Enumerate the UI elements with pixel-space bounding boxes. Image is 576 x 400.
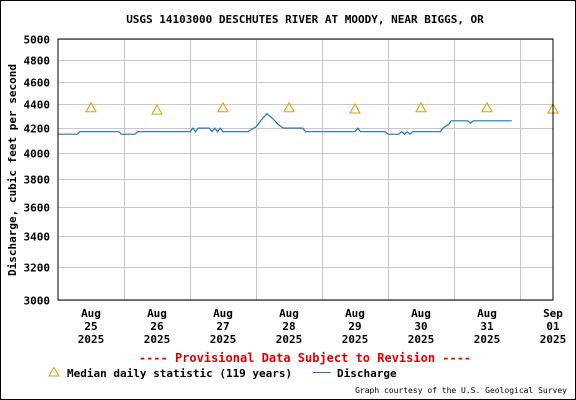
y-tick-label-4600: 4600: [24, 77, 51, 90]
x-tick-month: Aug: [477, 307, 497, 320]
median-statistic-point: [217, 101, 229, 113]
usgs-credit: Graph courtesy of the U.S. Geological Su…: [355, 386, 567, 395]
y-axis-tick-labels: 3000 3200 3400 3600 3800 4000 4200 4400 4600 4800…: [24, 34, 51, 308]
x-tick-day: 27: [216, 320, 229, 333]
series-layer: [58, 101, 559, 136]
median-statistic-point: [283, 101, 295, 113]
x-tick-month: Aug: [147, 307, 167, 320]
median-statistic-point: [349, 102, 361, 114]
median-statistic-point: [481, 101, 493, 113]
legend-median-label: Median daily statistic (119 years): [67, 367, 292, 380]
x-tick-year: 2025: [276, 333, 303, 346]
x-tick-day: 30: [414, 320, 427, 333]
x-tick-year: 2025: [210, 333, 237, 346]
x-tick-day: 29: [348, 320, 361, 333]
provisional-data-notice: ---- Provisional Data Subject to Revisio…: [139, 351, 471, 365]
x-tick-year: 2025: [540, 333, 567, 346]
x-tick-month: Aug: [345, 307, 365, 320]
x-axis-tick-labels: Aug252025Aug262025Aug272025Aug282025Aug2…: [78, 307, 567, 346]
x-tick-month: Aug: [279, 307, 299, 320]
x-tick-day: 31: [480, 320, 494, 333]
x-tick-day: 25: [84, 320, 97, 333]
x-tick-month: Aug: [411, 307, 431, 320]
y-tick-label-3800: 3800: [24, 174, 51, 187]
y-tick-label-3600: 3600: [24, 202, 51, 215]
x-tick-day: 28: [282, 320, 295, 333]
x-tick-year: 2025: [78, 333, 105, 346]
y-tick-label-4800: 4800: [24, 55, 51, 68]
plot-area-frame: [57, 38, 554, 301]
y-tick-label-3000: 3000: [24, 295, 51, 308]
median-statistic-point: [85, 101, 97, 113]
y-tick-label-4400: 4400: [24, 99, 51, 112]
y-tick-label-3200: 3200: [24, 262, 51, 275]
legend-discharge-label: Discharge: [337, 367, 397, 380]
x-tick-day: 26: [150, 320, 164, 333]
y-tick-label-4200: 4200: [24, 123, 51, 136]
median-statistic-point: [415, 101, 427, 113]
y-axis-label: Discharge, cubic feet per second: [6, 64, 19, 276]
x-tick-month: Sep: [543, 307, 563, 320]
legend: Median daily statistic (119 years) Disch…: [48, 366, 397, 380]
median-statistic-point: [151, 104, 163, 115]
discharge-line: [58, 112, 512, 136]
x-tick-year: 2025: [144, 333, 171, 346]
x-tick-year: 2025: [474, 333, 501, 346]
y-tick-label-3400: 3400: [24, 231, 51, 244]
y-tick-label-4000: 4000: [24, 148, 51, 161]
x-tick-month: Aug: [213, 307, 233, 320]
x-tick-month: Aug: [81, 307, 101, 320]
x-tick-day: 01: [546, 320, 560, 333]
x-tick-year: 2025: [408, 333, 435, 346]
x-tick-year: 2025: [342, 333, 369, 346]
chart-title: USGS 14103000 DESCHUTES RIVER AT MOODY, …: [126, 13, 484, 26]
legend-median-marker: [48, 366, 60, 377]
y-tick-label-5000: 5000: [24, 34, 51, 47]
